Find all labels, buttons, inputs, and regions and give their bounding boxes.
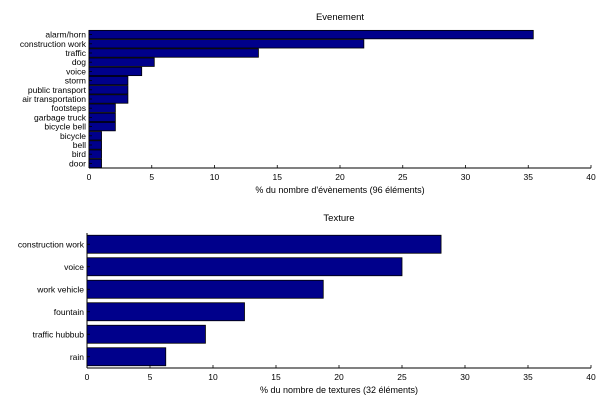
x-tick-label-0: 0: [85, 372, 90, 382]
category-label-6: public transport: [28, 85, 87, 95]
x-tick-label-2: 10: [210, 172, 220, 182]
x-axis-label: % du nombre d'évènements (96 éléments): [255, 185, 424, 195]
bar-7: [88, 94, 129, 104]
x-tick-label-8: 40: [586, 172, 596, 182]
chart-title: Evenement: [316, 12, 364, 23]
category-label-0: alarm/horn: [45, 30, 86, 40]
x-tick-label-1: 5: [149, 172, 154, 182]
category-label-5: storm: [65, 76, 86, 86]
category-label-14: door: [69, 158, 86, 168]
x-tick-label-3: 15: [273, 172, 283, 182]
x-tick-label-7: 35: [524, 172, 534, 182]
bar-4: [88, 66, 143, 77]
bar-2: [86, 279, 324, 299]
category-label-4: traffic hubbub: [33, 329, 85, 339]
x-tick-label-8: 40: [586, 372, 596, 382]
bar-8: [88, 103, 116, 113]
category-label-3: dog: [72, 57, 86, 67]
bar-1: [86, 257, 403, 277]
bar-0: [88, 29, 534, 40]
x-tick-label-7: 35: [523, 372, 533, 382]
bar-6: [88, 85, 129, 95]
category-label-0: construction work: [18, 239, 85, 249]
category-label-1: construction work: [20, 39, 87, 49]
category-label-9: garbage truck: [34, 112, 87, 122]
bar-10: [88, 121, 116, 132]
x-tick-label-2: 10: [208, 372, 218, 382]
bar-5: [88, 75, 129, 86]
bar-0: [86, 234, 442, 254]
category-label-12: bell: [73, 140, 86, 150]
x-tick-label-5: 25: [397, 372, 407, 382]
category-label-2: work vehicle: [36, 284, 84, 294]
category-label-10: bicycle bell: [44, 122, 86, 132]
category-label-11: bicycle: [60, 131, 86, 141]
category-label-8: footsteps: [52, 103, 87, 113]
category-label-3: fountain: [54, 307, 85, 317]
x-tick-label-3: 15: [271, 372, 281, 382]
category-label-13: bird: [72, 149, 86, 159]
bar-5: [86, 347, 167, 367]
x-axis-label: % du nombre de textures (32 éléments): [260, 385, 418, 395]
bar-3: [88, 57, 155, 67]
x-tick-label-6: 30: [461, 172, 471, 182]
x-tick-label-5: 25: [398, 172, 408, 182]
x-tick-label-0: 0: [87, 172, 92, 182]
x-tick-label-1: 5: [148, 372, 153, 382]
bar-3: [86, 302, 245, 322]
category-label-2: traffic: [65, 48, 86, 58]
bar-9: [88, 112, 116, 123]
category-label-4: voice: [66, 66, 86, 76]
category-label-5: rain: [70, 352, 84, 362]
x-tick-label-4: 20: [335, 172, 345, 182]
panel-texture: Texture construction work voice work vehicl…: [18, 213, 596, 395]
bar-2: [88, 48, 259, 58]
category-label-7: air transportation: [22, 94, 86, 104]
bar-4: [86, 324, 206, 344]
x-tick-label-6: 30: [460, 372, 470, 382]
bar-1: [88, 39, 365, 49]
chart-title: Texture: [323, 213, 354, 224]
x-tick-label-4: 20: [334, 372, 344, 382]
category-label-1: voice: [64, 262, 84, 272]
